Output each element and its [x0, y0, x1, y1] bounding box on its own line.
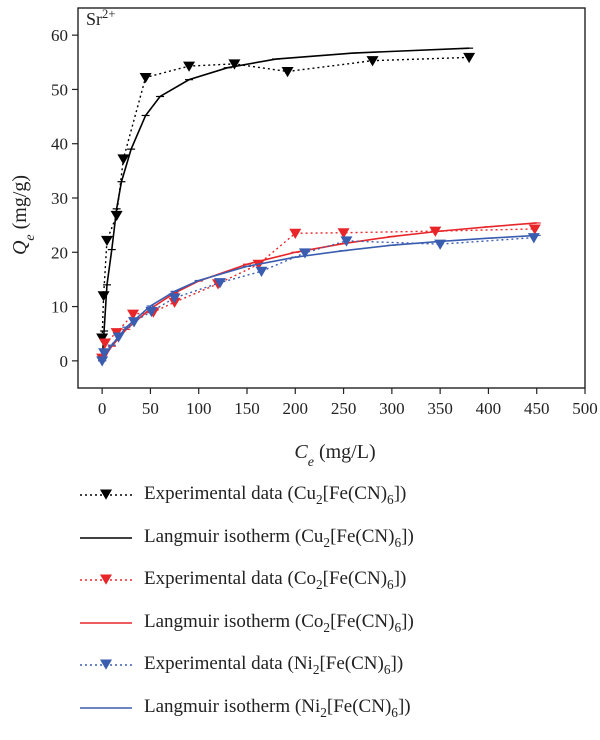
x-tick-label: 400 [476, 399, 502, 418]
series-5 [98, 234, 541, 362]
legend-marker-swatch [80, 659, 132, 670]
data-point-marker [127, 309, 140, 320]
x-tick-label: 100 [186, 399, 212, 418]
x-tick-label: 50 [142, 399, 159, 418]
data-point-marker [255, 266, 268, 277]
data-point-marker [289, 228, 302, 239]
legend-label: Langmuir isotherm (Cu2[Fe(CN)6]) [144, 525, 414, 550]
legend-label: Experimental data (Co2[Fe(CN)6]) [144, 568, 407, 592]
x-tick-label: 500 [572, 399, 598, 418]
x-tick-label: 350 [427, 399, 453, 418]
legend-item: Langmuir isotherm (Ni2[Fe(CN)6]) [78, 691, 578, 734]
legend: Experimental data (Cu2[Fe(CN)6]) Langmuir… [78, 478, 578, 733]
y-tick-label: 60 [51, 26, 68, 45]
legend-line-swatch [80, 706, 132, 709]
data-point-marker [213, 278, 226, 289]
data-point-marker [183, 61, 196, 72]
data-point-marker [340, 236, 353, 247]
data-point-marker [527, 233, 540, 244]
y-tick-label: 30 [51, 189, 68, 208]
x-tick-label: 450 [524, 399, 550, 418]
series-2 [96, 224, 541, 364]
data-point-marker [98, 348, 111, 359]
series-0 [96, 52, 476, 344]
legend-marker-swatch [80, 574, 132, 585]
y-axis-label: Qe (mg/g) [9, 175, 38, 255]
data-point-marker [168, 293, 181, 304]
legend-marker-swatch [80, 489, 132, 500]
plot-frame [77, 7, 586, 389]
x-tick-label: 250 [331, 399, 357, 418]
y-tick-label: 10 [51, 298, 68, 317]
legend-label: Langmuir isotherm (Ni2[Fe(CN)6]) [144, 695, 411, 720]
data-point-marker [97, 291, 110, 302]
series-3 [98, 222, 541, 362]
y-tick-label: 0 [60, 352, 69, 371]
series-layer [96, 47, 541, 367]
data-point-marker [99, 338, 112, 349]
data-point-marker [228, 59, 241, 70]
legend-line-swatch [80, 621, 132, 624]
data-point-marker [528, 224, 541, 235]
x-tick-label: 200 [283, 399, 309, 418]
x-tick-label: 150 [234, 399, 260, 418]
data-point-marker [281, 67, 294, 78]
legend-label: Experimental data (Cu2[Fe(CN)6]) [144, 483, 407, 507]
y-axis: 0 10 20 30 40 50 60 [51, 26, 78, 371]
legend-item: Experimental data (Co2[Fe(CN)6]) [78, 563, 578, 606]
data-point-marker [337, 228, 350, 239]
data-point-marker [145, 306, 158, 318]
x-axis: 0 50 100 150 200 250 300 350 400 450 500 [98, 388, 598, 418]
data-point-marker [110, 210, 123, 222]
y-tick-label: 20 [51, 243, 68, 262]
legend-label: Experimental data (Ni2[Fe(CN)6]) [144, 653, 404, 677]
data-point-marker [463, 52, 476, 64]
data-point-marker [128, 317, 141, 328]
data-point-marker [139, 72, 152, 84]
y-tick-label: 40 [51, 135, 68, 154]
legend-label: Langmuir isotherm (Co2[Fe(CN)6]) [144, 610, 414, 635]
x-tick-label: 0 [98, 399, 107, 418]
langmuir-curve [101, 47, 470, 361]
ion-annotation: Sr2+ [86, 7, 115, 29]
data-point-marker [366, 56, 379, 67]
legend-item: Langmuir isotherm (Co2[Fe(CN)6]) [78, 606, 578, 649]
legend-line-swatch [80, 536, 132, 539]
experimental-line [101, 236, 534, 362]
legend-item: Experimental data (Cu2[Fe(CN)6]) [78, 478, 578, 521]
data-point-marker [117, 154, 130, 165]
data-point-marker [100, 235, 113, 247]
y-tick-label: 50 [51, 80, 68, 99]
legend-item: Langmuir isotherm (Cu2[Fe(CN)6]) [78, 521, 578, 564]
isotherm-chart: 0 50 100 150 200 250 300 350 400 450 500 0 10 20 30 40… [9, 7, 598, 470]
legend-item: Experimental data (Ni2[Fe(CN)6]) [78, 648, 578, 691]
x-axis-label: Ce (mg/L) [294, 441, 375, 470]
x-tick-label: 300 [379, 399, 405, 418]
langmuir-curve [101, 222, 537, 362]
data-point-marker [298, 248, 311, 259]
